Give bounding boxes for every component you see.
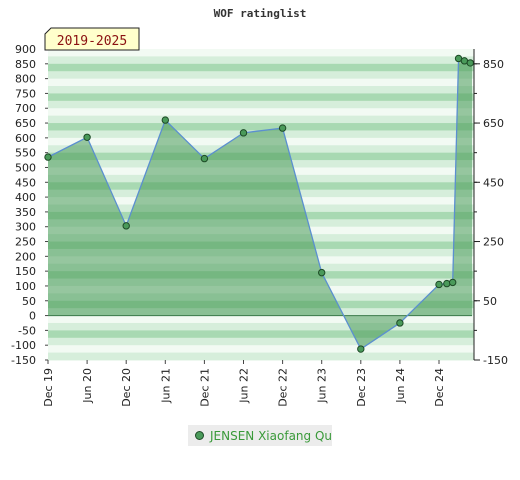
data-point bbox=[278, 124, 287, 132]
background-band bbox=[48, 330, 474, 339]
x-axis: Dec 19 Jun 20 Dec 20 Jun 21 Dec 21 Jun 22 Dec … bbox=[42, 360, 446, 407]
background-band bbox=[48, 108, 474, 117]
y-tick-label: 900 bbox=[15, 43, 36, 56]
x-tick-label: Jun 23 bbox=[316, 368, 329, 404]
x-tick-label: Dec 24 bbox=[433, 368, 446, 407]
background-band bbox=[48, 71, 474, 80]
y-tick-label: 150 bbox=[15, 265, 36, 278]
x-tick-label: Jun 24 bbox=[394, 368, 407, 404]
right-axis: -150 50 250 450 650 850 bbox=[473, 49, 508, 367]
right-tick-label: 250 bbox=[483, 236, 504, 249]
right-tick-label: 850 bbox=[483, 58, 504, 71]
background-band bbox=[48, 315, 474, 324]
y-tick-label: 750 bbox=[15, 87, 36, 100]
legend-marker-icon bbox=[195, 431, 204, 440]
y-tick-label: 400 bbox=[15, 191, 36, 204]
data-point bbox=[448, 278, 457, 287]
background-band bbox=[48, 56, 474, 65]
data-point bbox=[443, 279, 451, 288]
y-tick-label: -50 bbox=[18, 324, 36, 337]
background-band bbox=[48, 49, 474, 57]
right-tick-label: 650 bbox=[483, 117, 504, 130]
y-tick-label: 700 bbox=[15, 102, 36, 115]
area-shape bbox=[48, 58, 472, 350]
y-tick-label: 250 bbox=[15, 236, 36, 249]
y-tick-label: 50 bbox=[22, 295, 36, 308]
y-tick-label: 300 bbox=[15, 221, 36, 234]
background-band bbox=[48, 115, 474, 124]
background-band bbox=[48, 322, 474, 331]
legend-label: JENSEN Xiaofang Qu bbox=[210, 428, 333, 443]
series-points bbox=[44, 54, 474, 353]
data-point bbox=[44, 153, 52, 161]
data-point bbox=[161, 116, 170, 124]
y-tick-label: 800 bbox=[15, 73, 36, 86]
background-band bbox=[48, 78, 474, 87]
right-tick-label: 450 bbox=[483, 176, 504, 189]
data-point bbox=[83, 133, 91, 141]
background-band bbox=[48, 337, 474, 346]
period-label: 2019-2025 bbox=[44, 27, 140, 51]
data-point bbox=[357, 345, 365, 353]
y-tick-label: -100 bbox=[11, 339, 36, 352]
y-tick-label: 500 bbox=[15, 161, 36, 174]
background-band bbox=[48, 63, 474, 72]
background-band bbox=[48, 123, 474, 131]
x-tick-label: Jun 20 bbox=[81, 368, 94, 404]
y-tick-label: 600 bbox=[15, 132, 36, 145]
data-point bbox=[466, 59, 474, 67]
data-point bbox=[239, 129, 248, 137]
legend: JENSEN Xiaofang Qu bbox=[188, 425, 332, 446]
x-tick-label: Jun 21 bbox=[159, 368, 172, 404]
background-band bbox=[48, 352, 474, 361]
data-point bbox=[122, 222, 130, 230]
y-tick-label: 450 bbox=[15, 176, 36, 189]
data-point bbox=[435, 280, 443, 289]
background-band bbox=[48, 100, 474, 109]
y-tick-label: 650 bbox=[15, 117, 36, 130]
right-tick-label: -150 bbox=[483, 354, 508, 367]
data-point bbox=[396, 319, 404, 327]
background-band bbox=[48, 345, 474, 353]
y-tick-label: 100 bbox=[15, 280, 36, 293]
data-point bbox=[318, 268, 326, 277]
y-tick-label: 200 bbox=[15, 250, 36, 263]
background-band bbox=[48, 93, 474, 102]
x-tick-label: Dec 22 bbox=[277, 368, 290, 407]
x-tick-label: Dec 21 bbox=[198, 368, 211, 407]
y-tick-label: -150 bbox=[11, 354, 36, 367]
chart-title: WOF ratinglist bbox=[214, 7, 307, 20]
right-tick-label: 50 bbox=[483, 295, 497, 308]
y-tick-label: 850 bbox=[15, 58, 36, 71]
y-tick-label: 0 bbox=[29, 310, 36, 323]
x-tick-label: Dec 23 bbox=[355, 368, 368, 407]
period-label-text: 2019-2025 bbox=[57, 34, 127, 49]
y-tick-label: 350 bbox=[15, 206, 36, 219]
x-tick-label: Dec 19 bbox=[42, 368, 55, 407]
y-tick-label: 550 bbox=[15, 147, 36, 160]
area-fill bbox=[48, 58, 472, 350]
background-band bbox=[48, 86, 474, 94]
x-tick-label: Jun 22 bbox=[238, 368, 251, 404]
data-point bbox=[200, 154, 209, 163]
x-tick-label: Dec 20 bbox=[120, 368, 133, 407]
